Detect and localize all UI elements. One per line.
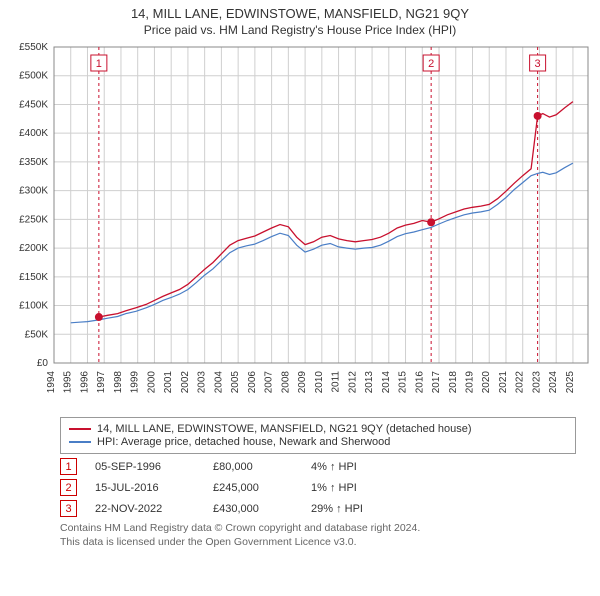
sale-date: 22-NOV-2022 <box>95 503 195 515</box>
svg-text:£200K: £200K <box>19 243 48 254</box>
sales-table: 1 05-SEP-1996 £80,000 4% ↑ HPI 2 15-JUL-… <box>60 458 576 517</box>
svg-text:1996: 1996 <box>79 371 90 394</box>
sale-marker-icon: 2 <box>60 479 77 496</box>
svg-text:3: 3 <box>535 58 541 70</box>
legend-swatch <box>69 428 91 430</box>
svg-text:2010: 2010 <box>314 371 325 394</box>
svg-text:1998: 1998 <box>113 371 124 394</box>
footer-line: This data is licensed under the Open Gov… <box>60 535 576 549</box>
svg-text:2014: 2014 <box>381 371 392 394</box>
sale-marker-icon: 1 <box>60 458 77 475</box>
svg-text:£100K: £100K <box>19 301 48 312</box>
svg-text:2001: 2001 <box>163 371 174 394</box>
price-chart: £0 £50K £100K £150K £200K £250K £300K £350K £400… <box>0 41 600 411</box>
svg-text:2021: 2021 <box>498 371 509 394</box>
svg-text:£250K: £250K <box>19 214 48 225</box>
footer-line: Contains HM Land Registry data © Crown c… <box>60 521 576 535</box>
svg-text:£450K: £450K <box>19 99 48 110</box>
svg-text:2018: 2018 <box>448 371 459 394</box>
svg-text:2023: 2023 <box>531 371 542 394</box>
svg-text:2016: 2016 <box>414 371 425 394</box>
svg-text:£500K: £500K <box>19 71 48 82</box>
sale-price: £80,000 <box>213 461 293 473</box>
svg-text:2019: 2019 <box>464 371 475 394</box>
svg-text:1997: 1997 <box>96 371 107 394</box>
svg-text:1995: 1995 <box>63 371 74 394</box>
footer-attribution: Contains HM Land Registry data © Crown c… <box>60 521 576 549</box>
svg-text:£400K: £400K <box>19 128 48 139</box>
svg-text:£0: £0 <box>37 358 49 369</box>
legend-label: HPI: Average price, detached house, Newa… <box>97 436 390 448</box>
svg-text:2004: 2004 <box>213 371 224 394</box>
svg-text:1: 1 <box>96 58 102 70</box>
svg-text:2008: 2008 <box>280 371 291 394</box>
svg-text:2002: 2002 <box>180 371 191 394</box>
sales-row: 1 05-SEP-1996 £80,000 4% ↑ HPI <box>60 458 576 475</box>
svg-text:2015: 2015 <box>398 371 409 394</box>
svg-text:2011: 2011 <box>331 371 342 393</box>
sale-price: £430,000 <box>213 503 293 515</box>
svg-text:2006: 2006 <box>247 371 258 394</box>
svg-text:£150K: £150K <box>19 272 48 283</box>
svg-text:2000: 2000 <box>146 371 157 394</box>
sales-row: 3 22-NOV-2022 £430,000 29% ↑ HPI <box>60 500 576 517</box>
legend-swatch <box>69 441 91 443</box>
sale-marker-icon: 3 <box>60 500 77 517</box>
svg-text:2022: 2022 <box>515 371 526 394</box>
svg-text:£50K: £50K <box>25 329 49 340</box>
svg-text:£350K: £350K <box>19 157 48 168</box>
svg-text:1999: 1999 <box>130 371 141 394</box>
sale-hpi-diff: 4% ↑ HPI <box>311 461 411 473</box>
svg-text:2024: 2024 <box>548 371 559 394</box>
svg-text:2007: 2007 <box>264 371 275 394</box>
svg-text:2017: 2017 <box>431 371 442 394</box>
svg-text:2012: 2012 <box>347 371 358 394</box>
svg-text:2013: 2013 <box>364 371 375 394</box>
svg-text:1994: 1994 <box>46 371 57 394</box>
sale-date: 15-JUL-2016 <box>95 482 195 494</box>
svg-text:2020: 2020 <box>481 371 492 394</box>
sales-row: 2 15-JUL-2016 £245,000 1% ↑ HPI <box>60 479 576 496</box>
svg-text:2009: 2009 <box>297 371 308 394</box>
legend-label: 14, MILL LANE, EDWINSTOWE, MANSFIELD, NG… <box>97 423 472 435</box>
svg-text:2005: 2005 <box>230 371 241 394</box>
sale-hpi-diff: 29% ↑ HPI <box>311 503 411 515</box>
legend-item: 14, MILL LANE, EDWINSTOWE, MANSFIELD, NG… <box>69 423 567 435</box>
sale-hpi-diff: 1% ↑ HPI <box>311 482 411 494</box>
svg-text:£550K: £550K <box>19 42 48 53</box>
chart-title: 14, MILL LANE, EDWINSTOWE, MANSFIELD, NG… <box>0 6 600 21</box>
chart-subtitle: Price paid vs. HM Land Registry's House … <box>0 23 600 37</box>
legend: 14, MILL LANE, EDWINSTOWE, MANSFIELD, NG… <box>60 417 576 454</box>
legend-item: HPI: Average price, detached house, Newa… <box>69 436 567 448</box>
svg-text:2003: 2003 <box>197 371 208 394</box>
svg-text:2: 2 <box>428 58 434 70</box>
sale-price: £245,000 <box>213 482 293 494</box>
svg-text:£300K: £300K <box>19 186 48 197</box>
sale-date: 05-SEP-1996 <box>95 461 195 473</box>
svg-text:2025: 2025 <box>565 371 576 394</box>
